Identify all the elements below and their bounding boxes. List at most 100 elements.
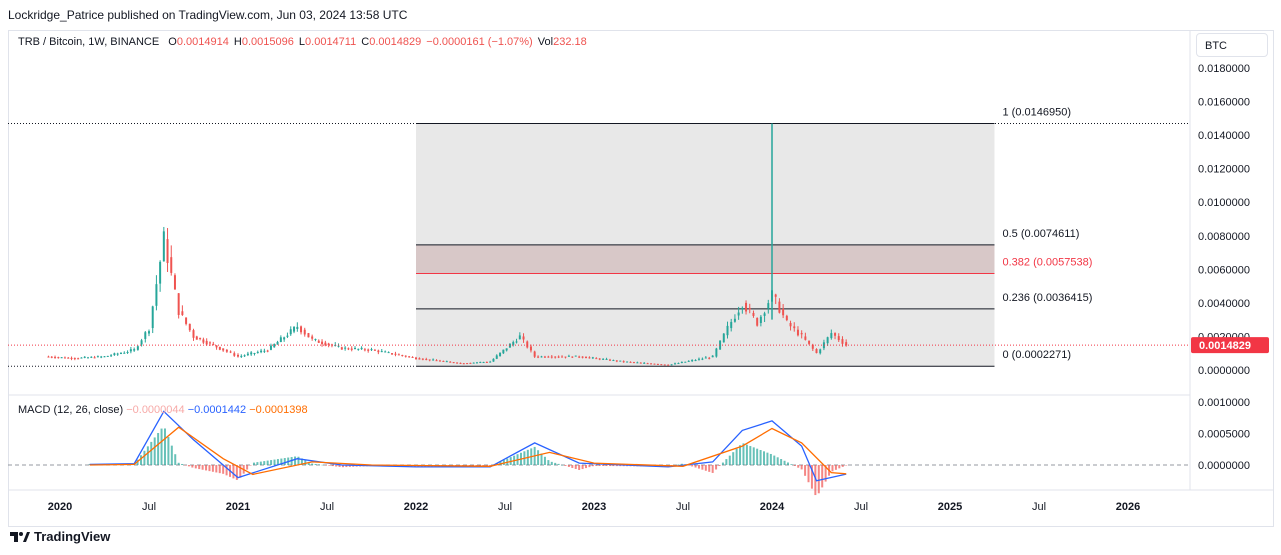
candle-body <box>442 360 445 362</box>
macd-histogram-bar <box>194 465 197 469</box>
macd-signal-line <box>89 426 847 476</box>
candle-body <box>162 231 165 262</box>
macd-line-value: −0.0001442 <box>187 404 247 416</box>
macd-histogram-bar <box>143 450 146 465</box>
candle-body <box>711 355 714 358</box>
candle-body <box>687 360 690 362</box>
candle-body <box>639 362 642 364</box>
candle-body <box>512 342 515 345</box>
macd-histogram-bar <box>249 465 252 466</box>
macd-histogram-bar <box>146 446 149 465</box>
macd-histogram-bar <box>674 465 677 466</box>
close-label: C <box>361 36 370 48</box>
candle-body <box>800 333 803 335</box>
candle-body <box>515 341 518 343</box>
candle-body <box>337 345 340 347</box>
candle-body <box>456 362 459 364</box>
macd-histogram-bar <box>800 465 803 470</box>
macd-histogram-bar <box>817 465 820 494</box>
candle-body <box>126 352 129 354</box>
footer-brand: TradingView <box>34 529 111 544</box>
macd-histogram-bar <box>341 465 344 468</box>
macd-histogram-bar <box>763 451 766 465</box>
time-tick-label: Jul <box>1032 501 1046 513</box>
candle-body <box>273 343 276 348</box>
macd-histogram-bar <box>790 464 793 465</box>
candle-body <box>90 356 93 358</box>
close-value: 0.0014829 <box>369 36 422 48</box>
candle-body <box>522 336 525 340</box>
macd-histogram-bar <box>160 428 163 465</box>
macd-histogram-bar <box>721 462 724 465</box>
macd-histogram-bar <box>745 444 748 465</box>
candle-body <box>598 358 601 360</box>
macd-histogram-bar <box>174 454 177 465</box>
currency-unit-button[interactable]: BTC <box>1196 33 1268 57</box>
macd-histogram-bar <box>211 465 214 472</box>
candle-body <box>229 351 232 353</box>
macd-histogram-bar <box>602 465 605 466</box>
low-label: L <box>298 36 306 48</box>
candle-body <box>499 352 502 357</box>
candle-body <box>445 361 448 363</box>
macd-histogram-bar <box>331 465 334 467</box>
macd-histogram-bar <box>564 465 567 466</box>
candle-body <box>526 341 529 348</box>
macd-histogram-bar <box>266 460 269 465</box>
time-tick-label: 2026 <box>1116 501 1140 513</box>
candle-body <box>774 294 777 297</box>
macd-histogram-bar <box>208 465 211 472</box>
candle-body <box>459 362 462 364</box>
candle-body <box>136 346 139 350</box>
macd-histogram-bar <box>478 465 481 467</box>
candle-body <box>632 362 635 364</box>
candle-body <box>581 356 584 358</box>
candle-body <box>330 344 333 346</box>
macd-histogram-bar <box>571 465 574 468</box>
macd-histogram-bar <box>263 461 266 465</box>
candle-body <box>730 321 733 329</box>
time-tick-label: 2025 <box>938 501 962 513</box>
macd-histogram-bar <box>215 465 218 473</box>
candle-body <box>340 347 343 350</box>
candle-body <box>663 364 666 366</box>
macd-histogram-bar <box>612 465 615 467</box>
candle-body <box>469 362 472 364</box>
fib-label-l05: 0.5 (0.0074611) <box>1003 228 1080 240</box>
candle-body <box>704 357 707 359</box>
candle-body <box>834 333 837 336</box>
candle-body <box>697 358 700 360</box>
time-tick-label: 2024 <box>760 501 785 513</box>
candle-body <box>767 303 770 309</box>
macd-histogram-bar <box>619 465 622 467</box>
candle-body <box>93 357 96 359</box>
macd-histogram-bar <box>821 465 824 488</box>
candle-body <box>605 358 608 360</box>
macd-histogram-bar <box>756 448 759 465</box>
candle-body <box>567 355 570 357</box>
candle-body <box>752 312 755 316</box>
candle-body <box>557 356 560 358</box>
candle-body <box>466 363 469 365</box>
tradingview-footer[interactable]: TradingView <box>10 529 110 544</box>
candle-body <box>205 340 208 345</box>
candle-body <box>73 358 76 360</box>
candle-body <box>296 326 299 329</box>
candle-body <box>745 302 748 312</box>
candle-body <box>327 343 330 346</box>
candle-body <box>428 359 431 361</box>
candle-body <box>793 326 796 329</box>
macd-histogram-bar <box>348 465 351 467</box>
macd-histogram-bar <box>88 464 91 465</box>
macd-histogram-bar <box>167 437 170 465</box>
candle-body <box>643 362 646 364</box>
macd-histogram-bar <box>283 458 286 465</box>
macd-histogram-bar <box>222 465 225 474</box>
macd-histogram-bar <box>153 437 156 465</box>
time-tick-label: Jul <box>320 501 334 513</box>
candle-body <box>789 323 792 327</box>
macd-histogram-bar <box>834 465 837 470</box>
candle-body <box>133 349 136 351</box>
candle-body <box>363 349 366 351</box>
